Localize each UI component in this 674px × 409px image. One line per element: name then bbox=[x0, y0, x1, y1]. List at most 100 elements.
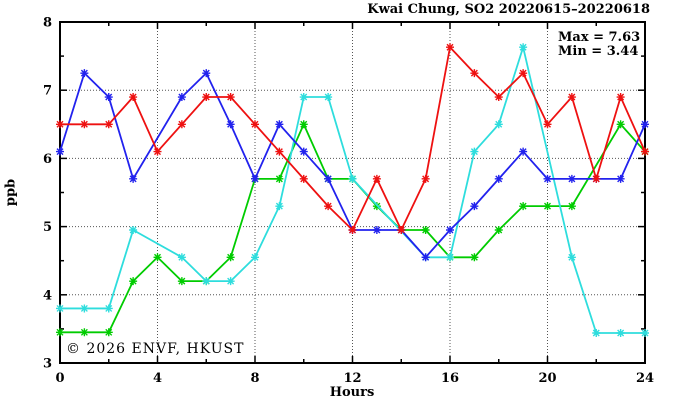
data-point-marker bbox=[567, 202, 576, 211]
x-tick-label: 20 bbox=[538, 371, 556, 386]
data-point-marker bbox=[446, 226, 454, 235]
data-point-marker bbox=[324, 174, 333, 183]
data-point-marker bbox=[641, 328, 649, 337]
data-point-marker bbox=[470, 253, 479, 262]
data-point-marker bbox=[202, 93, 211, 102]
data-point-marker bbox=[519, 43, 528, 52]
data-point-marker bbox=[494, 93, 503, 102]
data-point-marker bbox=[104, 120, 113, 129]
data-point-marker bbox=[494, 174, 503, 183]
data-point-marker bbox=[299, 93, 308, 102]
data-point-marker bbox=[421, 174, 430, 183]
min-value-label: Min = 3.44 bbox=[558, 44, 639, 59]
plot-frame bbox=[59, 21, 646, 364]
data-point-marker bbox=[519, 202, 528, 211]
chart-title: Kwai Chung, SO2 20220615–20220618 bbox=[367, 2, 650, 17]
series-series-red bbox=[56, 43, 649, 235]
data-point-marker bbox=[104, 304, 113, 313]
data-point-marker bbox=[202, 277, 211, 286]
data-point-marker bbox=[494, 226, 503, 235]
watermark: © 2026 ENVF, HKUST bbox=[66, 341, 245, 357]
data-point-marker bbox=[616, 93, 625, 102]
data-point-marker bbox=[226, 120, 235, 129]
data-point-marker bbox=[80, 120, 89, 129]
x-tick-label: 8 bbox=[250, 371, 259, 386]
data-point-marker bbox=[275, 120, 284, 129]
data-point-marker bbox=[129, 277, 138, 286]
y-tick-label: 4 bbox=[43, 288, 52, 303]
data-point-marker bbox=[348, 174, 357, 183]
data-point-marker bbox=[470, 147, 479, 156]
data-point-marker bbox=[299, 120, 308, 129]
data-point-marker bbox=[446, 253, 454, 262]
data-point-marker bbox=[177, 93, 186, 102]
x-tick-label: 0 bbox=[55, 371, 64, 386]
data-point-marker bbox=[616, 328, 625, 337]
data-point-marker bbox=[446, 43, 454, 52]
x-tick-label: 4 bbox=[153, 371, 162, 386]
data-point-marker bbox=[543, 120, 552, 129]
data-point-marker bbox=[470, 69, 479, 78]
data-point-marker bbox=[470, 202, 479, 211]
data-point-marker bbox=[80, 69, 89, 78]
data-point-marker bbox=[519, 69, 528, 78]
data-point-marker bbox=[616, 174, 625, 183]
data-point-marker bbox=[641, 147, 649, 156]
data-point-marker bbox=[226, 253, 235, 262]
data-point-marker bbox=[251, 120, 259, 129]
data-point-marker bbox=[56, 120, 64, 129]
y-tick-label: 5 bbox=[43, 220, 52, 235]
data-point-marker bbox=[519, 147, 528, 156]
data-point-marker bbox=[177, 277, 186, 286]
y-tick-label: 3 bbox=[43, 357, 52, 372]
x-tick-label: 16 bbox=[441, 371, 459, 386]
data-point-marker bbox=[567, 93, 576, 102]
y-tick-label: 6 bbox=[43, 152, 52, 167]
data-point-marker bbox=[324, 93, 333, 102]
data-point-marker bbox=[275, 174, 284, 183]
y-tick-label: 8 bbox=[43, 16, 52, 31]
data-point-marker bbox=[129, 226, 138, 235]
data-point-marker bbox=[153, 147, 162, 156]
y-axis-label: ppb bbox=[3, 178, 19, 207]
data-point-marker bbox=[80, 328, 89, 337]
data-point-marker bbox=[202, 69, 211, 78]
data-point-marker bbox=[226, 93, 235, 102]
data-point-marker bbox=[372, 174, 381, 183]
data-point-marker bbox=[299, 147, 308, 156]
stats-box: Max = 7.63 Min = 3.44 bbox=[558, 31, 640, 59]
data-point-marker bbox=[494, 120, 503, 129]
data-point-marker bbox=[421, 226, 430, 235]
data-point-marker bbox=[251, 253, 259, 262]
data-point-marker bbox=[421, 253, 430, 262]
data-point-marker bbox=[592, 174, 601, 183]
data-point-marker bbox=[275, 202, 284, 211]
data-point-marker bbox=[56, 328, 64, 337]
y-tick-label: 7 bbox=[43, 84, 52, 99]
data-point-marker bbox=[104, 328, 113, 337]
data-point-marker bbox=[397, 226, 406, 235]
series-series-cyan bbox=[56, 43, 649, 337]
data-point-marker bbox=[129, 93, 138, 102]
data-point-marker bbox=[104, 93, 113, 102]
data-point-marker bbox=[348, 226, 357, 235]
data-point-marker bbox=[592, 328, 601, 337]
max-value-label: Max = 7.63 bbox=[558, 30, 641, 45]
data-point-marker bbox=[567, 253, 576, 262]
data-point-marker bbox=[543, 174, 552, 183]
x-tick-label: 12 bbox=[343, 371, 361, 386]
data-point-marker bbox=[153, 253, 162, 262]
data-point-marker bbox=[275, 147, 284, 156]
tick-label-layer: 0 4 8 12 16 20 24 3 4 5 6 7 8 bbox=[43, 16, 654, 387]
data-point-marker bbox=[251, 174, 259, 183]
data-point-marker bbox=[56, 147, 64, 156]
data-point-marker bbox=[226, 277, 235, 286]
data-point-marker bbox=[567, 174, 576, 183]
data-point-marker bbox=[299, 174, 308, 183]
data-point-marker bbox=[641, 120, 649, 129]
x-tick-label: 24 bbox=[636, 371, 654, 386]
data-point-marker bbox=[324, 202, 333, 211]
data-point-marker bbox=[177, 253, 186, 262]
